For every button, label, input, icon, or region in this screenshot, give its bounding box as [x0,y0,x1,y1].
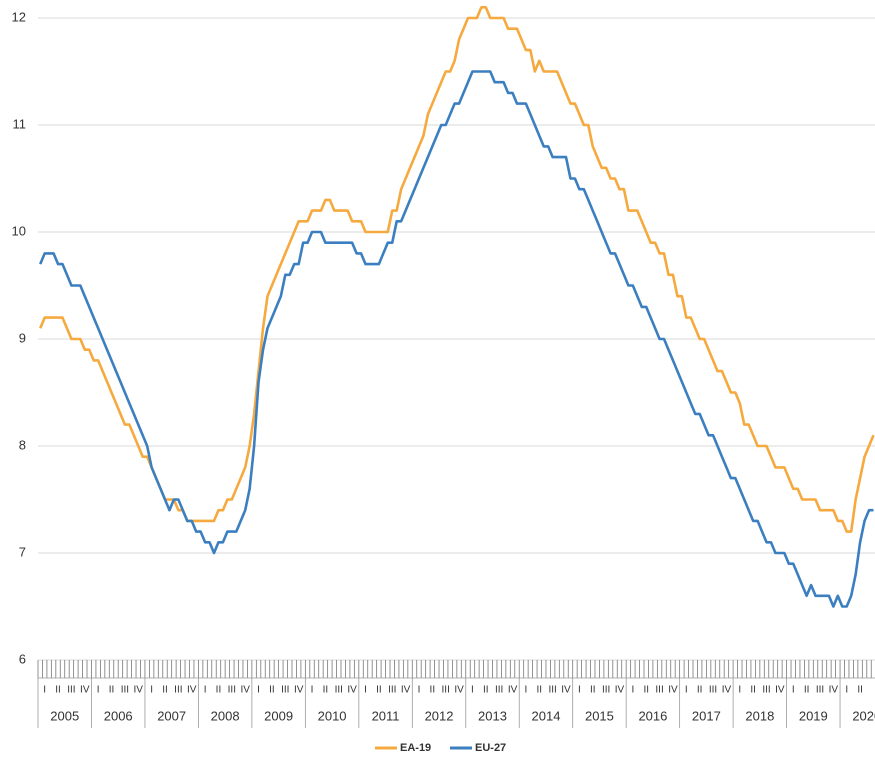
quarter-label: II [643,685,649,696]
quarter-label: II [750,685,756,696]
y-tick-label: 12 [12,9,26,24]
quarter-label: III [121,685,129,696]
quarter-label: II [804,685,810,696]
quarter-label: IV [722,685,732,696]
quarter-label: III [548,685,556,696]
year-label: 2016 [638,708,667,723]
quarter-label: IV [454,685,464,696]
quarter-label: I [204,685,207,696]
quarter-label: IV [401,685,411,696]
quarter-label: IV [347,685,357,696]
quarter-label: III [762,685,770,696]
year-label: 2009 [264,708,293,723]
quarter-label: II [109,685,115,696]
series-line [39,6,875,533]
quarter-label: III [602,685,610,696]
year-label: 2015 [585,708,614,723]
quarter-label: III [228,685,236,696]
quarter-label: III [816,685,824,696]
quarter-label: I [738,685,741,696]
quarter-label: II [162,685,168,696]
quarter-label: IV [80,685,90,696]
quarter-label: I [43,685,46,696]
quarter-label: III [174,685,182,696]
year-label: 2011 [372,708,400,723]
year-label: 2008 [211,708,240,723]
y-tick-label: 7 [19,544,26,559]
quarter-label: I [578,685,581,696]
y-tick-label: 8 [19,437,26,452]
quarter-label: II [55,685,61,696]
quarter-label: I [845,685,848,696]
quarter-label: IV [775,685,785,696]
year-label: 2017 [692,708,721,723]
quarter-label: I [150,685,153,696]
quarter-label: III [709,685,717,696]
y-tick-label: 11 [13,116,27,131]
quarter-label: II [269,685,275,696]
quarter-label: IV [240,685,250,696]
quarter-label: III [495,685,503,696]
year-label: 2010 [318,708,347,723]
quarter-label: III [67,685,75,696]
quarter-label: III [655,685,663,696]
quarter-label: II [857,685,863,696]
quarter-label: II [590,685,596,696]
quarter-label: I [685,685,688,696]
quarter-label: I [792,685,795,696]
year-label: 2013 [478,708,507,723]
series-line [39,70,874,608]
y-tick-label: 9 [19,330,26,345]
quarter-label: I [311,685,314,696]
y-tick-label: 6 [19,651,26,666]
quarter-label: IV [187,685,197,696]
quarter-label: II [430,685,436,696]
year-label: 2012 [425,708,454,723]
year-label: 2020 [852,708,875,723]
year-label: 2007 [157,708,186,723]
quarter-label: I [471,685,474,696]
quarter-label: I [631,685,634,696]
year-label: 2019 [799,708,828,723]
year-label: 2005 [50,708,79,723]
quarter-label: IV [829,685,839,696]
y-tick-label: 10 [12,223,26,238]
quarter-label: III [335,685,343,696]
quarter-label: I [257,685,260,696]
quarter-label: II [697,685,703,696]
quarter-label: I [525,685,528,696]
year-label: 2018 [745,708,774,723]
quarter-label: III [442,685,450,696]
year-label: 2014 [532,708,561,723]
quarter-label: IV [508,685,518,696]
quarter-label: II [483,685,489,696]
quarter-label: IV [615,685,625,696]
quarter-label: I [97,685,100,696]
quarter-label: IV [134,685,144,696]
quarter-label: II [537,685,543,696]
quarter-label: IV [294,685,304,696]
quarter-label: IV [668,685,678,696]
quarter-label: I [364,685,367,696]
legend-label: EA-19 [400,742,431,754]
year-label: 2006 [104,708,133,723]
quarter-label: IV [561,685,571,696]
quarter-label: III [388,685,396,696]
quarter-label: II [216,685,222,696]
quarter-label: I [418,685,421,696]
quarter-label: III [281,685,289,696]
quarter-label: II [376,685,382,696]
legend-label: EU-27 [475,742,506,754]
quarter-label: II [323,685,329,696]
